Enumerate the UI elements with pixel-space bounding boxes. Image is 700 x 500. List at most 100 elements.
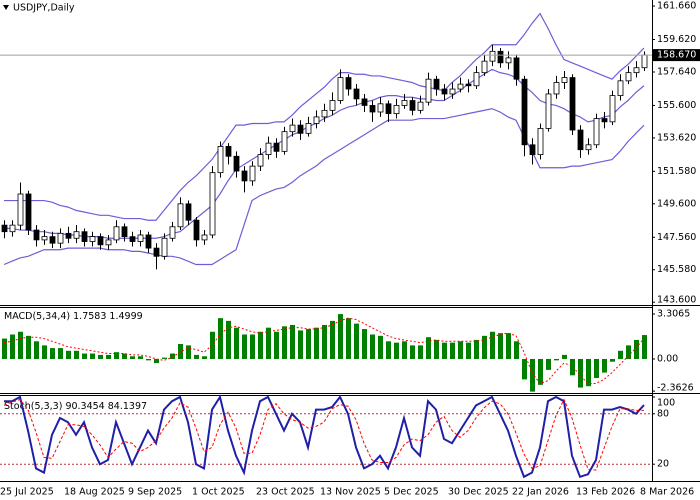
candle-body xyxy=(169,226,176,239)
histogram-bar xyxy=(242,334,247,359)
histogram-bar xyxy=(482,335,487,359)
x-tick-label: 13 Feb 2026 xyxy=(576,487,635,498)
histogram-bar xyxy=(618,350,623,359)
y-tick-label: 145.580 xyxy=(657,264,696,275)
candle-body xyxy=(289,124,296,133)
x-tick-label: 9 Sep 2025 xyxy=(128,487,182,498)
histogram-bar xyxy=(378,335,383,359)
indicator-value: 84.1397 xyxy=(108,401,147,412)
candle-body xyxy=(57,232,64,244)
x-tick-label: 1 Oct 2025 xyxy=(192,487,245,498)
candle-body xyxy=(49,236,56,244)
candle-body xyxy=(89,236,96,242)
y-tick-label: 3.3065 xyxy=(657,308,690,319)
candle-body xyxy=(177,203,184,228)
indicator-header: Stoch(5,3,3) 90.3454 84.1397 xyxy=(4,401,147,412)
candle-body xyxy=(425,78,432,103)
x-tick-label: 13 Nov 2025 xyxy=(320,487,381,498)
histogram-bar xyxy=(26,335,31,359)
candle-body xyxy=(121,226,128,238)
candle-body xyxy=(441,88,448,95)
candle-body xyxy=(25,193,32,231)
candle-body xyxy=(369,105,376,113)
candle-body xyxy=(97,236,104,246)
candle-body xyxy=(281,131,288,152)
candle-body xyxy=(81,231,88,242)
histogram-bar xyxy=(98,354,103,359)
histogram-bar xyxy=(18,331,23,359)
histogram-bar xyxy=(458,341,463,359)
candle-body xyxy=(73,231,80,239)
candle-body xyxy=(569,77,576,131)
histogram-bar xyxy=(522,358,527,380)
candle-body xyxy=(409,100,416,111)
symbol-menu-icon xyxy=(3,5,9,10)
histogram-bar xyxy=(138,356,143,359)
histogram-bar xyxy=(122,353,127,359)
histogram-bar xyxy=(274,331,279,359)
candle-body xyxy=(353,88,360,100)
y-tick-label: 161.660 xyxy=(657,1,696,12)
x-tick-label: 25 Jul 2025 xyxy=(0,487,54,498)
histogram-bar xyxy=(386,341,391,359)
histogram-bar xyxy=(266,327,271,359)
histogram-bar xyxy=(370,334,375,359)
y-tick-label: 155.600 xyxy=(657,100,696,111)
candle-body xyxy=(257,154,264,167)
histogram-bar xyxy=(90,353,95,359)
histogram-bar xyxy=(194,354,199,359)
histogram-bar xyxy=(562,354,567,359)
candle-body xyxy=(329,100,336,111)
histogram-bar xyxy=(626,345,631,359)
candle-body xyxy=(209,172,216,236)
histogram-bar xyxy=(58,348,63,359)
candle-body xyxy=(1,224,8,233)
candle-body xyxy=(337,77,344,101)
candle-body xyxy=(449,88,456,95)
histogram-bar xyxy=(186,345,191,359)
histogram-bar xyxy=(514,341,519,359)
y-tick-label: 159.620 xyxy=(657,34,696,45)
histogram-bar xyxy=(330,320,335,359)
x-tick-label: 30 Dec 2025 xyxy=(448,487,509,498)
candle-body xyxy=(249,165,256,182)
histogram-bar xyxy=(354,323,359,359)
indicator-value: 1.7583 xyxy=(73,311,106,322)
band-line xyxy=(4,12,645,221)
candle-body xyxy=(617,80,624,96)
candle-body xyxy=(137,234,144,242)
histogram-bar xyxy=(442,342,447,359)
histogram-bar xyxy=(306,329,311,359)
y-tick-label: 20 xyxy=(657,459,669,470)
histogram-bar xyxy=(426,337,431,359)
histogram-bar xyxy=(146,358,151,361)
indicator-value: 90.3454 xyxy=(65,401,104,412)
histogram-bar xyxy=(586,358,591,387)
candle-body xyxy=(233,155,240,172)
band-line xyxy=(3,108,645,266)
indicator-title: MACD(5,34,4) xyxy=(4,311,70,322)
histogram-bar xyxy=(34,341,39,359)
y-tick-label: 143.600 xyxy=(657,295,696,306)
y-tick-label: 149.600 xyxy=(657,198,696,209)
histogram-bar xyxy=(82,353,87,359)
histogram-bar xyxy=(466,342,471,359)
histogram-bar xyxy=(418,345,423,359)
candle-body xyxy=(577,129,584,151)
price-marker xyxy=(653,49,700,62)
candle-body xyxy=(473,72,480,87)
x-tick-label: 5 Dec 2025 xyxy=(384,487,439,498)
histogram-bar xyxy=(394,342,399,359)
candle-body xyxy=(625,72,632,82)
candle-body xyxy=(537,127,544,156)
histogram-bar xyxy=(202,356,207,359)
histogram-bar xyxy=(154,358,159,364)
histogram-bar xyxy=(130,356,135,359)
candle-body xyxy=(377,103,384,113)
candle-body xyxy=(457,83,464,90)
candle-body xyxy=(593,118,600,146)
x-tick-label: 23 Oct 2025 xyxy=(256,487,315,498)
candle-body xyxy=(345,77,352,90)
histogram-bar xyxy=(106,354,111,359)
histogram-bar xyxy=(474,339,479,359)
